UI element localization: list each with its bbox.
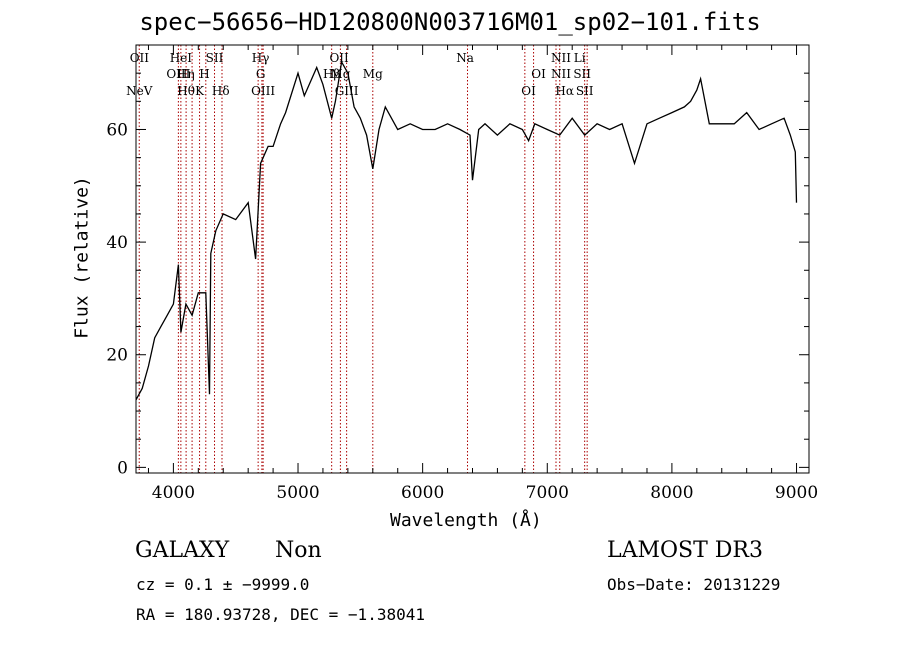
emission-line-label: OIII [166, 67, 190, 81]
x-axis-label: Wavelength (Å) [390, 510, 542, 531]
emission-line-label: HeI [170, 51, 193, 65]
emission-line-label: G [256, 67, 266, 81]
y-axis-label: Flux (relative) [71, 176, 93, 339]
y-tick-label: 20 [106, 346, 128, 366]
emission-line-label: H [199, 67, 209, 81]
emission-line-label: Li [574, 51, 586, 65]
y-axis-ticks: 0 20 40 60 [106, 72, 809, 478]
emission-line-label: OIII [251, 84, 275, 98]
spectrum-line [135, 59, 798, 401]
emission-line-label: GIII [335, 84, 359, 98]
emission-line-label: Hβ [323, 67, 340, 81]
emission-line-label: K [195, 84, 205, 98]
y-tick-label: 60 [106, 120, 128, 140]
x-tick-label: 7000 [526, 483, 569, 503]
emission-line-label: Na [456, 51, 474, 65]
emission-line-label: Mg [363, 67, 383, 81]
plot-frame [135, 44, 810, 474]
emission-line-label: SII [573, 67, 591, 81]
x-tick-label: 9000 [775, 483, 818, 503]
x-axis-ticks: 4000 5000 6000 7000 8000 9000 [147, 45, 818, 503]
emission-line-label: OII [130, 51, 150, 65]
x-tick-label: 5000 [276, 483, 319, 503]
emission-line-label: Hθ [177, 84, 195, 98]
emission-line-label: OI [531, 67, 546, 81]
emission-line-label: NII [551, 67, 571, 81]
obs-date-text: Obs−Date: 20131229 [607, 575, 781, 594]
x-tick-label: 4000 [152, 483, 195, 503]
emission-line-label: SII [206, 51, 224, 65]
object-class: GALAXY [135, 538, 230, 563]
emission-line-label: OII [329, 51, 349, 65]
y-tick-label: 40 [106, 233, 128, 253]
emission-line-label: Hα [555, 84, 574, 98]
object-subclass: Non [275, 538, 322, 563]
emission-line-label: Mg [330, 67, 350, 81]
y-tick-label: 0 [117, 458, 128, 478]
emission-line-label: NII [551, 51, 571, 65]
survey-name: LAMOST DR3 [607, 538, 763, 563]
chart-title: spec−56656−HD120800N003716M01_sp02−101.f… [139, 8, 761, 36]
emission-line-label: OI [521, 84, 536, 98]
x-tick-label: 6000 [401, 483, 444, 503]
emission-line-label: NeV [126, 84, 153, 98]
coordinates-text: RA = 180.93728, DEC = −1.38041 [136, 605, 425, 624]
x-tick-label: 8000 [650, 483, 693, 503]
emission-line-label: Hη [177, 67, 195, 81]
emission-line-markers [138, 45, 588, 473]
emission-line-label: Hγ [252, 51, 270, 65]
redshift-text: cz = 0.1 ± −9999.0 [136, 575, 310, 594]
emission-line-label: SII [576, 84, 594, 98]
emission-line-label: Hδ [212, 84, 230, 98]
